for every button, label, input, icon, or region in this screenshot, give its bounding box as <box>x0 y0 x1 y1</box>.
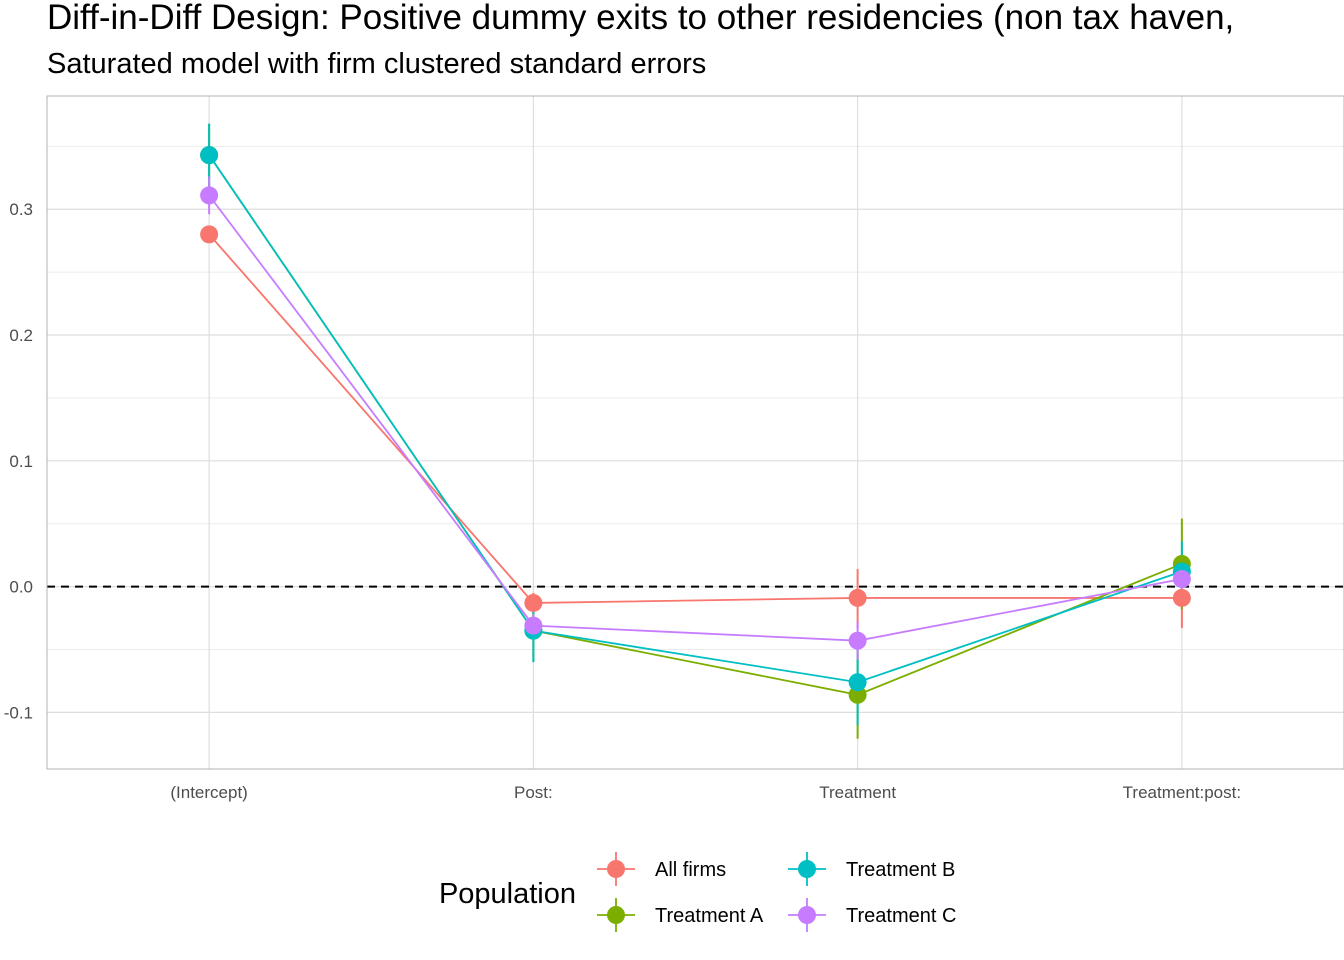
y-tick-label: 0.0 <box>9 578 33 597</box>
legend-title: Population <box>439 878 576 910</box>
legend-item: Treatment B <box>788 852 955 886</box>
points-treatment-b <box>200 146 1191 692</box>
y-tick-label: -0.1 <box>4 703 33 722</box>
legend-label: Treatment A <box>655 905 764 927</box>
series-treatment-b <box>208 123 1183 725</box>
data-point <box>848 673 867 692</box>
data-point <box>524 616 543 635</box>
data-point <box>524 593 543 612</box>
series-line <box>208 194 1183 642</box>
legend-label: Treatment B <box>846 859 955 881</box>
legend-item: Treatment A <box>597 898 764 932</box>
points-treatment-c <box>200 186 1191 650</box>
points-all-firms <box>200 225 1191 612</box>
panel-border <box>46 95 1344 770</box>
chart-title: Diff-in-Diff Design: Positive dummy exit… <box>47 0 1235 37</box>
series-all-firms <box>208 225 1183 629</box>
y-tick-label: 0.1 <box>9 452 33 471</box>
data-point <box>200 146 219 165</box>
legend-key-point <box>607 906 625 924</box>
data-point <box>1172 588 1191 607</box>
legend-item: Treatment C <box>788 898 956 932</box>
legend-key-point <box>798 906 816 924</box>
series-line <box>208 154 1183 696</box>
data-point <box>200 186 219 205</box>
legend: Population All firms Treatment A Treatment… <box>439 852 956 932</box>
data-point <box>200 225 219 244</box>
series-treatment-a <box>208 123 1183 739</box>
y-tick-label: 0.3 <box>9 200 33 219</box>
x-tick-label: (Intercept) <box>170 783 247 802</box>
x-tick-label: Treatment <box>819 783 896 802</box>
series-line <box>208 233 1182 604</box>
series-line <box>208 154 1183 684</box>
data-point <box>848 631 867 650</box>
data-point <box>848 588 867 607</box>
y-tick-label: 0.2 <box>9 326 33 345</box>
chart-subtitle: Saturated model with firm clustered stan… <box>47 48 707 80</box>
legend-label: All firms <box>655 859 726 881</box>
legend-key-point <box>798 860 816 878</box>
x-tick-label: Treatment:post: <box>1123 783 1241 802</box>
x-tick-label: Post: <box>514 783 553 802</box>
y-axis: -0.1 0.0 0.1 0.2 0.3 <box>4 200 33 722</box>
legend-item: All firms <box>597 852 726 886</box>
x-axis: (Intercept) Post: Treatment Treatment:post: <box>170 783 1241 802</box>
legend-key-point <box>607 860 625 878</box>
legend-label: Treatment C <box>846 905 956 927</box>
series-group <box>200 123 1191 739</box>
grid <box>47 96 1344 769</box>
data-point <box>1172 570 1191 589</box>
data-point <box>848 685 867 704</box>
